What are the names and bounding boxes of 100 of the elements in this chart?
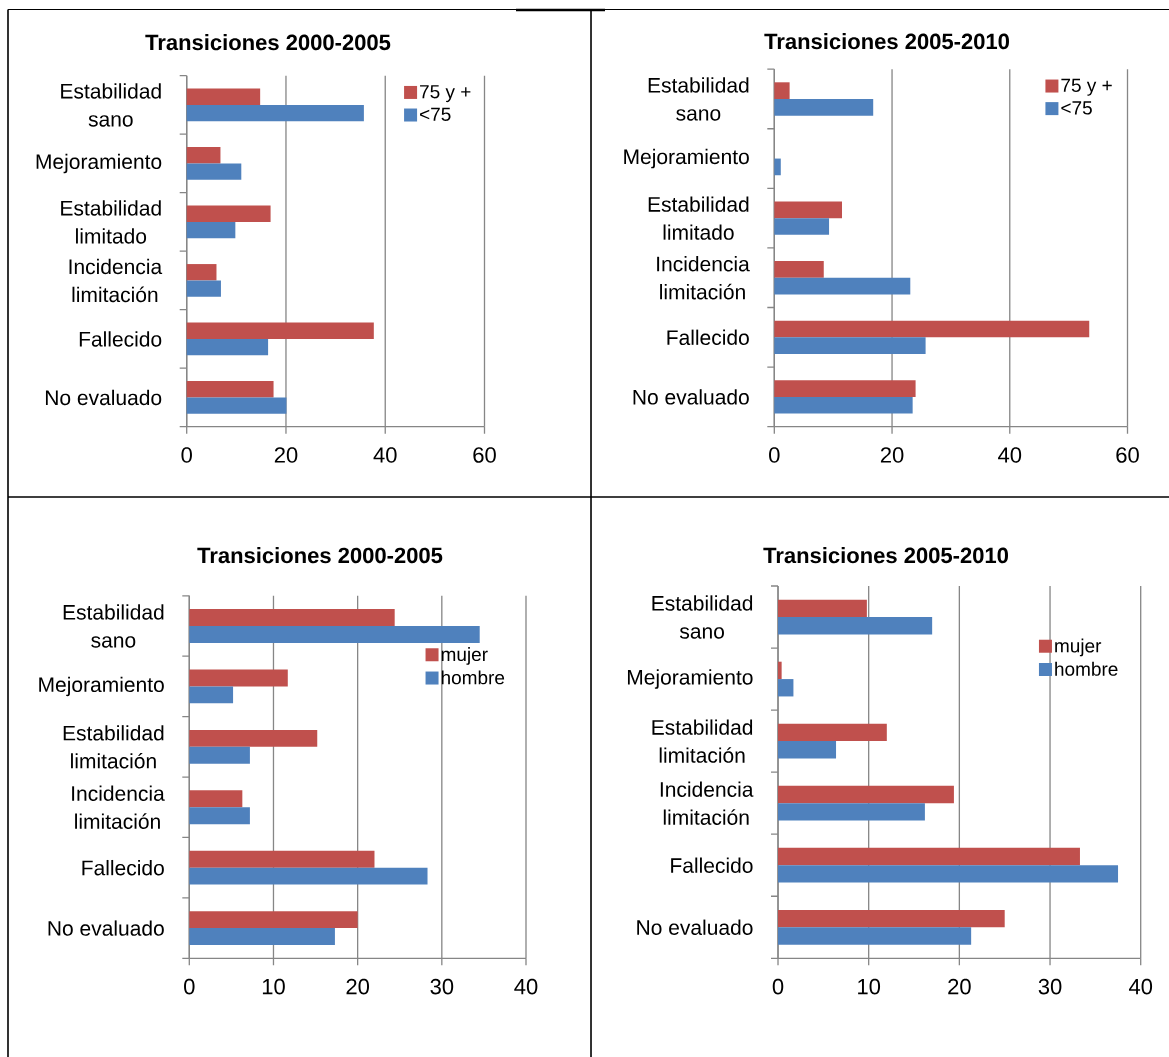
bar: [186, 163, 242, 180]
bar: [189, 669, 288, 687]
bar: [189, 867, 428, 885]
bar: [189, 609, 395, 627]
x-tick-label: 20: [880, 447, 904, 463]
y-tick-label: Mejoramiento: [627, 669, 753, 689]
bar: [778, 847, 1080, 866]
y-tick-label: Estabilidad sano: [648, 77, 749, 121]
y-tick-label: Fallecido: [667, 329, 749, 346]
legend-label: 75 y +: [1061, 78, 1112, 96]
bar: [774, 396, 913, 414]
y-tick-label: Incidencia limitación: [72, 785, 165, 829]
y-tick-label: Estabilidad sano: [61, 83, 161, 127]
y-tick-label: No evaluado: [637, 919, 753, 935]
bar: [186, 338, 269, 356]
bar: [778, 865, 1119, 883]
bar: [189, 807, 250, 825]
y-tick-label: Estabilidad limitado: [648, 196, 749, 240]
bar: [778, 723, 887, 742]
bar: [778, 679, 794, 697]
x-tick-label: 10: [858, 978, 881, 995]
bar: [189, 928, 335, 946]
x-tick-label: 30: [430, 978, 454, 995]
y-tick-label: Mejoramiento: [624, 148, 749, 169]
x-tick-label: 60: [473, 447, 496, 463]
y-tick-label: No evaluado: [633, 389, 749, 405]
bar: [774, 320, 1090, 338]
y-tick-label: Incidencia limitación: [69, 258, 163, 303]
bar: [774, 380, 916, 397]
bar: [189, 911, 358, 929]
bar: [189, 746, 250, 764]
chart-title: Transiciones 2005-2010: [764, 33, 1009, 50]
y-tick-label: No evaluado: [45, 389, 162, 406]
y-tick-label: Estabilidad sano: [63, 604, 164, 648]
bar: [778, 661, 782, 680]
bar: [778, 599, 867, 618]
x-tick-label: 40: [1128, 978, 1153, 995]
legend-label: 75 y +: [420, 85, 471, 103]
legend-label: mujer: [441, 647, 488, 665]
x-tick-label: 20: [948, 978, 971, 995]
bar: [189, 850, 375, 868]
bar: [774, 277, 911, 295]
bar: [778, 803, 925, 821]
x-tick-label: 60: [1116, 447, 1139, 463]
bar: [778, 785, 954, 804]
chart-title: Transiciones 2000-2005: [145, 34, 391, 51]
y-tick-label: Incidencia limitación: [657, 256, 750, 300]
x-tick-label: 0: [769, 447, 780, 463]
bar: [186, 147, 221, 164]
y-tick-label: Fallecido: [79, 331, 162, 347]
legend-label: hombre: [1055, 661, 1118, 676]
bar: [778, 741, 837, 759]
x-tick-label: 30: [1038, 978, 1062, 995]
bar: [778, 909, 1005, 928]
bar: [189, 729, 318, 747]
bar: [774, 261, 824, 278]
bar: [189, 686, 234, 704]
bar: [189, 626, 480, 643]
x-tick-label: 40: [373, 447, 397, 463]
bar: [186, 381, 274, 398]
bar: [778, 927, 972, 945]
x-tick-label: 0: [772, 978, 784, 995]
bar: [186, 104, 364, 122]
bar: [778, 617, 933, 635]
legend-label: <75: [420, 107, 451, 121]
y-tick-label: Fallecido: [671, 857, 753, 873]
x-tick-label: 20: [274, 447, 298, 463]
bar: [774, 218, 830, 235]
x-tick-label: 0: [181, 447, 192, 463]
x-tick-label: 40: [514, 978, 538, 995]
chart-title: Transiciones 2005-2010: [763, 547, 1008, 564]
y-tick-label: No evaluado: [48, 920, 164, 936]
y-tick-label: Estabilidad limitación: [652, 719, 753, 763]
bar: [186, 205, 271, 222]
y-tick-label: Mejoramiento: [39, 676, 164, 697]
bar: [774, 158, 781, 176]
bar: [774, 82, 790, 99]
bar: [186, 322, 374, 339]
x-tick-label: 40: [998, 447, 1022, 463]
y-tick-label: Estabilidad limitación: [63, 725, 164, 769]
bar: [774, 98, 874, 116]
legend-label: <75: [1061, 101, 1092, 115]
legend-label: mujer: [1055, 638, 1102, 657]
chart-title: Transiciones 2000-2005: [197, 547, 443, 564]
y-tick-label: Incidencia limitación: [660, 781, 754, 825]
y-tick-label: Estabilidad sano: [652, 595, 753, 639]
x-tick-label: 0: [184, 978, 195, 995]
bar: [186, 88, 261, 105]
legend-label: hombre: [441, 670, 505, 685]
bar: [186, 221, 236, 239]
bar: [186, 280, 221, 297]
y-tick-label: Mejoramiento: [36, 153, 162, 174]
bar: [774, 337, 926, 354]
bar: [189, 790, 243, 808]
bar: [186, 397, 287, 414]
bar: [186, 264, 217, 281]
x-tick-label: 10: [262, 978, 285, 995]
y-tick-label: Estabilidad limitado: [61, 200, 161, 244]
y-tick-label: Fallecido: [82, 859, 164, 876]
bar: [774, 201, 843, 219]
